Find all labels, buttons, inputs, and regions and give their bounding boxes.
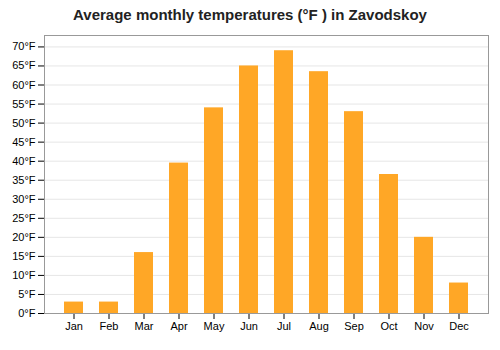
svg-text:55°F: 55°F <box>12 98 36 110</box>
svg-text:5°F: 5°F <box>18 288 36 300</box>
svg-text:30°F: 30°F <box>12 193 36 205</box>
svg-text:15°F: 15°F <box>12 250 36 262</box>
svg-text:Mar: Mar <box>135 320 154 332</box>
svg-text:20°F: 20°F <box>12 231 36 243</box>
html-text:Average monthly temperatures (: Average monthly temperatures (°F ) in Za… <box>73 6 427 23</box>
svg-text:70°F: 70°F <box>12 40 36 52</box>
svg-text:Nov: Nov <box>414 320 434 332</box>
svg-text:45°F: 45°F <box>12 136 36 148</box>
svg-text:25°F: 25°F <box>12 212 36 224</box>
svg-text:Sep: Sep <box>344 320 364 332</box>
svg-text:Apr: Apr <box>170 320 187 332</box>
svg-text:50°F: 50°F <box>12 117 36 129</box>
svg-text:Feb: Feb <box>100 320 119 332</box>
svg-text:Jun: Jun <box>240 320 258 332</box>
svg-text:10°F: 10°F <box>12 269 36 281</box>
svg-text:40°F: 40°F <box>12 155 36 167</box>
svg-text:65°F: 65°F <box>12 59 36 71</box>
svg-text:Jul: Jul <box>277 320 291 332</box>
svg-text:35°F: 35°F <box>12 174 36 186</box>
svg-text:May: May <box>204 320 225 332</box>
svg-text:0°F: 0°F <box>18 307 36 319</box>
svg-text:Oct: Oct <box>380 320 397 332</box>
svg-text:60°F: 60°F <box>12 79 36 91</box>
svg-text:Dec: Dec <box>449 320 469 332</box>
svg-text:Jan: Jan <box>65 320 83 332</box>
svg-text:Aug: Aug <box>309 320 329 332</box>
